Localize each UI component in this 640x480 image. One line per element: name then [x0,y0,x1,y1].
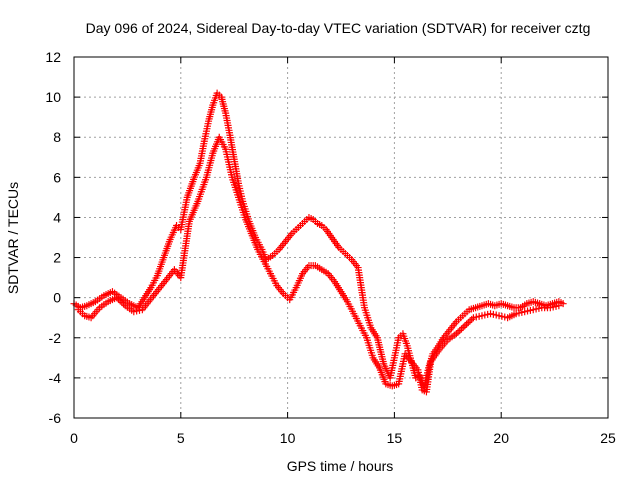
data-point [461,322,469,330]
series-1 [74,133,563,396]
axis-ticks: 0 5 10 15 20 25 -6 -4 -2 0 2 4 6 8 10 12 [45,49,616,446]
x-tick-label: 20 [493,430,509,446]
y-tick-label: 12 [45,49,61,65]
y-tick-label: -6 [49,410,62,426]
x-tick-label: 5 [177,430,185,446]
y-tick-label: -4 [49,370,62,386]
data-point-fill [457,325,465,333]
data-point-fill [463,320,471,328]
x-tick-label: 10 [280,430,296,446]
y-tick-label: 4 [53,209,61,225]
data-point [452,330,460,338]
y-axis-label: SDTVAR / TECUs [5,182,21,294]
x-axis-label: GPS time / hours [287,458,394,474]
data-point-fill [456,327,464,335]
data-point-fill [468,315,476,323]
plot-frame [73,56,609,419]
y-tick-label: 8 [53,129,61,145]
data-point-fill [114,295,122,303]
data-point-fill [464,319,472,327]
x-tick-label: 25 [600,430,616,446]
data-points [70,89,567,396]
y-tick-label: 2 [53,250,61,266]
y-tick-label: 10 [45,89,61,105]
data-point-fill [466,317,474,325]
data-point-fill [120,300,128,308]
data-point [559,300,567,308]
series-0 [70,89,567,392]
y-tick-label: 6 [53,169,61,185]
data-point-fill [454,328,462,336]
chart-title: Day 096 of 2024, Sidereal Day-to-day VTE… [86,20,591,36]
x-tick-label: 15 [387,430,403,446]
y-tick-label: 0 [53,290,61,306]
grid-lines [74,57,608,418]
data-point-fill [459,323,467,331]
data-point [113,294,121,302]
data-point-fill [118,298,126,306]
x-tick-label: 0 [70,430,78,446]
data-point-fill [116,297,124,305]
y-tick-label: -2 [49,330,62,346]
data-point [555,302,563,310]
